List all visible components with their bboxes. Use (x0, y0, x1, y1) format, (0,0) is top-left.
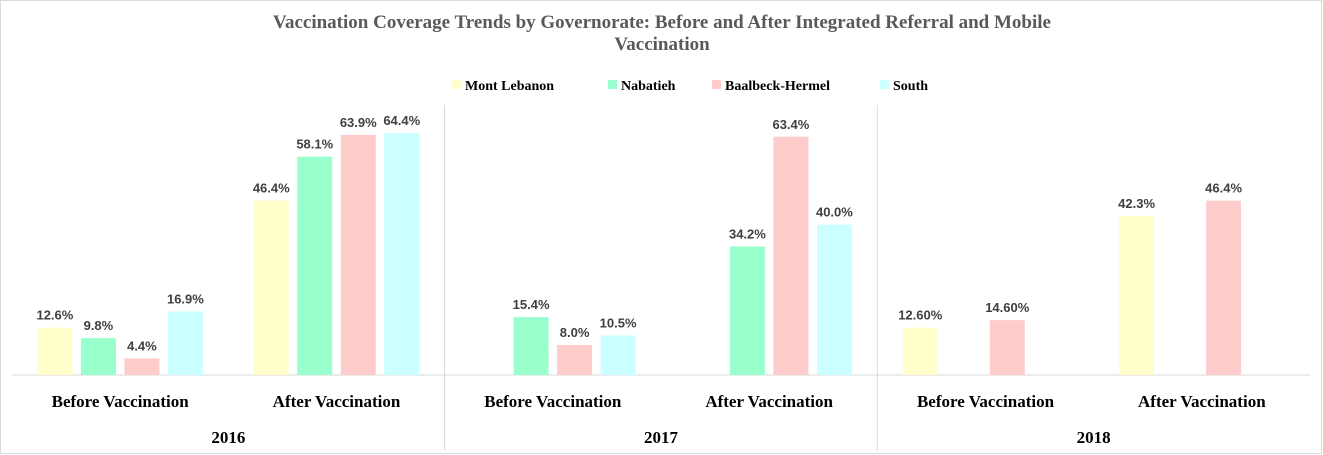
bar (37, 327, 73, 375)
bar (253, 200, 289, 375)
legend-label: Baalbeck-Hermel (725, 79, 830, 94)
bar (167, 311, 203, 375)
bar (384, 133, 420, 375)
bar (989, 320, 1025, 375)
legend-swatch (452, 80, 461, 89)
data-label: 8.0% (560, 325, 590, 340)
bar (729, 246, 765, 375)
bar (340, 134, 376, 375)
data-label: 15.4% (513, 297, 550, 312)
data-label: 16.9% (167, 291, 204, 306)
legend-swatch (712, 80, 721, 89)
data-label: 63.4% (772, 117, 809, 132)
x-tick-label: After Vaccination (1138, 392, 1266, 411)
data-label: 14.60% (985, 300, 1030, 315)
data-label: 42.3% (1118, 196, 1155, 211)
data-label: 34.2% (729, 226, 766, 241)
legend-swatch (608, 80, 617, 89)
group-label: 2017 (644, 428, 679, 447)
bar (297, 156, 333, 375)
group-label: 2016 (211, 428, 245, 447)
bar (513, 317, 549, 375)
bar (557, 344, 593, 375)
x-tick-label: Before Vaccination (484, 392, 622, 411)
legend-swatch (880, 80, 889, 89)
bar (773, 136, 809, 375)
data-label: 12.60% (898, 308, 943, 323)
legend-label: Nabatieh (621, 79, 676, 94)
data-label: 4.4% (127, 338, 157, 353)
bar (1206, 200, 1242, 375)
bar (816, 224, 852, 375)
x-tick-label: Before Vaccination (52, 392, 190, 411)
bar (1119, 216, 1155, 375)
legend-label: Mont Lebanon (465, 79, 554, 94)
data-label: 63.9% (340, 115, 377, 130)
bar (600, 335, 636, 375)
data-label: 9.8% (84, 318, 114, 333)
x-tick-label: After Vaccination (273, 392, 401, 411)
data-label: 12.6% (36, 308, 73, 323)
bar (124, 358, 160, 375)
legend-label: South (893, 79, 928, 94)
data-label: 58.1% (296, 137, 333, 152)
chart-title: Vaccination Coverage Trends by Governora… (273, 12, 1051, 55)
data-label: 10.5% (600, 316, 637, 331)
x-tick-label: After Vaccination (705, 392, 833, 411)
data-label: 64.4% (383, 113, 420, 128)
data-label: 46.4% (253, 181, 290, 196)
bar (902, 327, 938, 375)
bar (80, 338, 116, 375)
data-label: 40.0% (816, 205, 853, 220)
x-tick-label: Before Vaccination (917, 392, 1055, 411)
data-label: 46.4% (1205, 181, 1242, 196)
group-label: 2018 (1077, 428, 1111, 447)
